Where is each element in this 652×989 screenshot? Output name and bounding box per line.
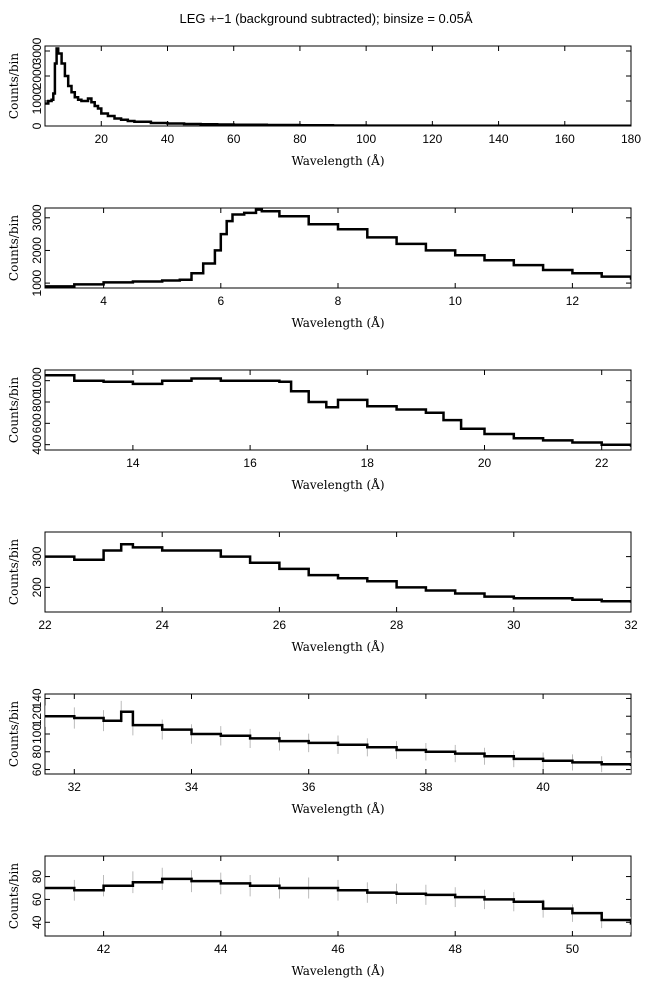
y-tick-label: 0: [30, 122, 44, 129]
y-tick-label: 60: [30, 892, 44, 906]
x-axis-label: Wavelength (Å): [291, 315, 384, 330]
x-axis-label: Wavelength (Å): [291, 477, 384, 492]
x-axis-label: Wavelength (Å): [291, 963, 384, 978]
y-tick-label: 60: [30, 763, 44, 777]
y-axis-label: Counts/bin: [7, 701, 21, 767]
x-tick-label: 100: [356, 132, 376, 146]
x-tick-label: 32: [68, 780, 82, 794]
y-tick-label: 80: [30, 745, 44, 759]
spectrum-line: [45, 47, 631, 126]
x-tick-label: 24: [156, 618, 170, 632]
x-tick-label: 32: [624, 618, 638, 632]
x-tick-label: 42: [97, 942, 111, 956]
spectrum-line: [45, 208, 631, 288]
y-axis-label: Counts/bin: [7, 539, 21, 605]
plot-frame: [44, 369, 632, 451]
y-tick-label: 2000: [30, 62, 44, 89]
y-tick-label: 1000: [30, 269, 44, 296]
y-tick-label: 300: [30, 546, 44, 566]
x-tick-label: 36: [302, 780, 316, 794]
x-tick-label: 12: [566, 294, 580, 308]
panel-4: 22 24 26 28 30 32 200 300 Wavelength (Å) Counts/b…: [7, 531, 638, 654]
x-axis-label: Wavelength (Å): [291, 153, 384, 168]
spectrum-line: [45, 374, 631, 447]
x-tick-label: 6: [217, 294, 224, 308]
y-tick-label: 800: [30, 392, 44, 412]
x-axis-label: Wavelength (Å): [291, 801, 384, 816]
panels: 20 40 60 80 100 120 140 160 1800100020003000Wave…: [7, 37, 641, 978]
panel-6: 42 44 46 48 50 40 60 80 Wavelength (Å) Counts/bin: [7, 855, 632, 978]
plot-frame: [44, 207, 632, 289]
x-tick-label: 26: [273, 618, 287, 632]
plot-frame: [44, 45, 632, 127]
y-axis-label: Counts/bin: [7, 377, 21, 443]
y-tick-label: 3000: [30, 37, 44, 64]
x-tick-label: 28: [390, 618, 404, 632]
y-tick-label: 600: [30, 413, 44, 433]
y-tick-label: 2000: [30, 237, 44, 264]
y-tick-label: 140: [30, 688, 44, 708]
y-tick-label: 40: [30, 915, 44, 929]
figure-title: LEG +−1 (background subtracted); binsize…: [179, 11, 472, 26]
x-tick-label: 48: [449, 942, 463, 956]
spectrum-line: [45, 543, 631, 603]
x-tick-label: 180: [621, 132, 641, 146]
y-tick-label: 200: [30, 577, 44, 597]
x-axis-label: Wavelength (Å): [291, 639, 384, 654]
x-tick-label: 40: [536, 780, 550, 794]
x-tick-label: 38: [419, 780, 433, 794]
x-tick-label: 44: [214, 942, 228, 956]
y-axis-label: Counts/bin: [7, 863, 21, 929]
x-tick-label: 8: [335, 294, 342, 308]
y-tick-label: 1000: [30, 87, 44, 114]
x-tick-label: 30: [507, 618, 521, 632]
x-tick-label: 80: [293, 132, 307, 146]
x-tick-label: 60: [227, 132, 241, 146]
x-tick-label: 20: [478, 456, 492, 470]
x-tick-label: 46: [331, 942, 345, 956]
y-tick-label: 120: [30, 706, 44, 726]
spectrum-line: [45, 877, 631, 925]
x-tick-label: 140: [489, 132, 509, 146]
x-tick-label: 120: [422, 132, 442, 146]
x-tick-label: 18: [361, 456, 375, 470]
x-tick-label: 160: [555, 132, 575, 146]
x-tick-label: 34: [185, 780, 199, 794]
x-tick-label: 40: [161, 132, 175, 146]
x-tick-label: 14: [126, 456, 140, 470]
x-tick-label: 16: [243, 456, 257, 470]
x-tick-label: 4: [100, 294, 107, 308]
x-tick-label: 22: [38, 618, 52, 632]
y-tick-label: 400: [30, 434, 44, 454]
y-tick-label: 1000: [30, 367, 44, 394]
x-tick-label: 20: [95, 132, 109, 146]
y-axis-label: Counts/bin: [7, 53, 21, 119]
y-tick-label: 100: [30, 724, 44, 744]
y-axis-label: Counts/bin: [7, 215, 21, 281]
plot-frame: [44, 531, 632, 613]
y-tick-label: 80: [30, 870, 44, 884]
x-tick-label: 22: [595, 456, 609, 470]
panel-2: 4 6 8 10 12 1000 2000 3000 Wavelength (Å) Counts/…: [7, 204, 632, 330]
y-tick-label: 3000: [30, 204, 44, 231]
spectrum-line: [45, 710, 631, 766]
x-tick-label: 50: [566, 942, 580, 956]
x-tick-label: 10: [449, 294, 463, 308]
